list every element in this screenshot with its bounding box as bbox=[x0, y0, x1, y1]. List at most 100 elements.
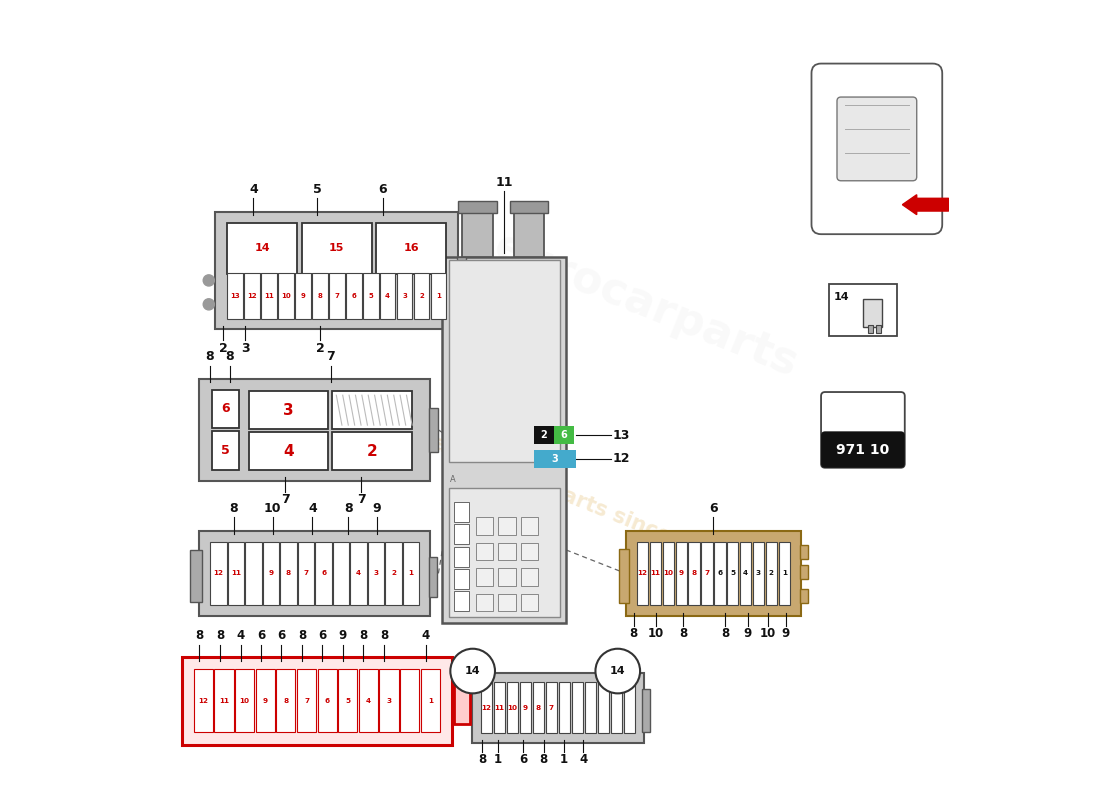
Text: 4: 4 bbox=[744, 570, 748, 576]
Bar bbox=[546, 682, 558, 734]
Text: 9: 9 bbox=[744, 627, 751, 640]
Bar bbox=[456, 257, 466, 304]
FancyBboxPatch shape bbox=[459, 201, 496, 213]
Text: 10: 10 bbox=[240, 698, 250, 704]
Text: 4: 4 bbox=[356, 570, 361, 576]
Text: 3: 3 bbox=[756, 570, 761, 576]
Text: 10: 10 bbox=[280, 293, 290, 299]
Bar bbox=[476, 594, 494, 611]
Text: 4: 4 bbox=[283, 444, 294, 458]
Bar bbox=[454, 546, 469, 566]
Bar bbox=[351, 542, 366, 605]
Text: 9: 9 bbox=[373, 502, 382, 515]
Text: 4: 4 bbox=[308, 502, 317, 515]
Bar bbox=[244, 274, 260, 318]
Bar bbox=[476, 542, 494, 560]
Bar bbox=[714, 542, 726, 605]
Text: 2: 2 bbox=[316, 342, 324, 355]
Bar bbox=[520, 517, 538, 534]
Text: 8: 8 bbox=[539, 753, 548, 766]
Text: 2: 2 bbox=[366, 444, 377, 458]
FancyBboxPatch shape bbox=[442, 257, 565, 623]
Bar bbox=[800, 565, 807, 579]
Text: 3: 3 bbox=[374, 570, 378, 576]
FancyBboxPatch shape bbox=[449, 489, 560, 617]
Bar bbox=[642, 689, 650, 733]
Text: 12: 12 bbox=[198, 698, 208, 704]
Text: 6: 6 bbox=[710, 502, 717, 515]
Text: 10: 10 bbox=[507, 705, 517, 710]
Circle shape bbox=[204, 275, 214, 286]
Bar bbox=[316, 542, 332, 605]
Bar bbox=[227, 223, 297, 274]
FancyBboxPatch shape bbox=[510, 201, 549, 213]
Text: 10: 10 bbox=[264, 502, 282, 515]
Text: 5: 5 bbox=[312, 183, 321, 196]
Bar bbox=[520, 594, 538, 611]
Bar bbox=[800, 589, 807, 603]
Text: 12: 12 bbox=[213, 570, 223, 576]
Bar bbox=[212, 390, 239, 428]
Text: 4: 4 bbox=[249, 183, 257, 196]
Bar bbox=[329, 274, 344, 318]
Bar bbox=[276, 670, 296, 733]
Text: 14: 14 bbox=[254, 243, 270, 254]
Bar bbox=[572, 682, 583, 734]
Bar bbox=[584, 682, 596, 734]
Bar bbox=[280, 542, 297, 605]
Text: 7: 7 bbox=[327, 350, 336, 363]
Bar bbox=[298, 542, 315, 605]
Text: 11: 11 bbox=[264, 293, 274, 299]
Text: 4: 4 bbox=[366, 698, 371, 704]
Text: 4: 4 bbox=[385, 293, 390, 299]
Bar bbox=[376, 223, 447, 274]
Text: 8: 8 bbox=[360, 630, 367, 642]
Text: 3: 3 bbox=[386, 698, 392, 704]
Text: 11: 11 bbox=[231, 570, 241, 576]
Text: eurocarparts: eurocarparts bbox=[487, 224, 804, 385]
Text: 4: 4 bbox=[580, 753, 587, 766]
Bar bbox=[379, 274, 396, 318]
Text: 14: 14 bbox=[465, 666, 481, 676]
Bar bbox=[619, 549, 629, 603]
FancyBboxPatch shape bbox=[199, 530, 430, 616]
Bar bbox=[345, 274, 362, 318]
FancyBboxPatch shape bbox=[837, 97, 916, 181]
Bar bbox=[868, 325, 873, 333]
Text: 5: 5 bbox=[345, 698, 350, 704]
Bar bbox=[637, 542, 648, 605]
Bar bbox=[212, 431, 239, 470]
Text: 9: 9 bbox=[679, 570, 684, 576]
Bar bbox=[454, 591, 469, 611]
Bar bbox=[650, 542, 661, 605]
Text: 5: 5 bbox=[730, 570, 735, 576]
Text: 6: 6 bbox=[378, 183, 387, 196]
Text: 8: 8 bbox=[317, 293, 322, 299]
Bar bbox=[333, 542, 349, 605]
Text: 8: 8 bbox=[216, 630, 224, 642]
Text: A: A bbox=[450, 475, 456, 484]
Text: 6: 6 bbox=[561, 430, 568, 440]
Bar bbox=[498, 542, 516, 560]
Bar bbox=[702, 542, 713, 605]
Bar bbox=[297, 670, 316, 733]
Text: 7: 7 bbox=[304, 570, 309, 576]
Bar bbox=[454, 524, 469, 544]
Bar bbox=[559, 682, 571, 734]
Bar bbox=[498, 594, 516, 611]
Bar bbox=[454, 569, 469, 589]
Text: 10: 10 bbox=[759, 627, 775, 640]
Text: 13: 13 bbox=[613, 429, 629, 442]
Circle shape bbox=[450, 649, 495, 694]
Bar bbox=[481, 682, 493, 734]
Bar bbox=[752, 542, 764, 605]
Text: 5: 5 bbox=[368, 293, 373, 299]
Bar bbox=[779, 542, 790, 605]
FancyBboxPatch shape bbox=[449, 261, 560, 462]
Bar bbox=[332, 432, 412, 470]
Text: 11: 11 bbox=[650, 570, 660, 576]
Bar bbox=[675, 542, 688, 605]
Text: 4: 4 bbox=[421, 630, 430, 642]
Bar bbox=[476, 568, 494, 586]
Text: 8: 8 bbox=[692, 570, 696, 576]
